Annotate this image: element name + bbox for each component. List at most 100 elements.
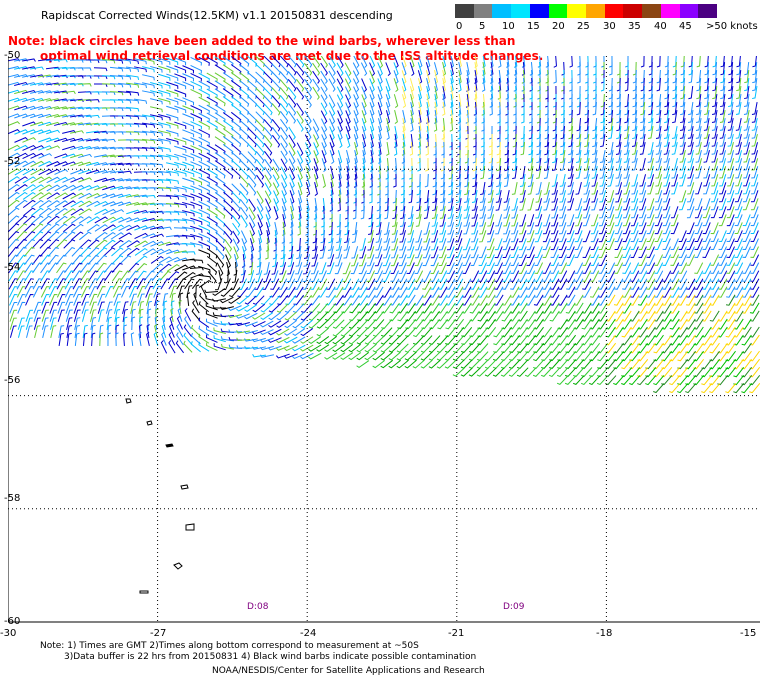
wind-barb bbox=[709, 310, 720, 322]
wind-barb bbox=[670, 254, 680, 266]
wind-barb bbox=[407, 246, 415, 259]
wind-barb bbox=[73, 301, 81, 314]
wind-barb bbox=[549, 310, 560, 322]
wind-barb bbox=[253, 286, 264, 298]
wind-barb bbox=[688, 69, 694, 84]
wind-barb bbox=[157, 203, 172, 208]
wind-barb bbox=[639, 190, 647, 203]
wind-barb bbox=[616, 133, 622, 148]
wind-barb bbox=[687, 158, 694, 171]
wind-barb bbox=[117, 82, 132, 88]
wind-barb bbox=[470, 246, 479, 259]
wind-barb bbox=[701, 302, 712, 314]
wind-barb bbox=[8, 199, 20, 208]
wind-barb bbox=[214, 168, 226, 179]
wind-barb bbox=[654, 270, 664, 282]
wind-barb bbox=[696, 69, 702, 84]
wind-barb bbox=[384, 205, 390, 220]
wind-barb bbox=[298, 206, 302, 220]
wind-barb bbox=[236, 330, 251, 334]
wind-barb bbox=[575, 166, 582, 179]
wind-barb bbox=[95, 247, 108, 257]
wind-barb bbox=[622, 222, 631, 235]
wind-barb bbox=[413, 319, 425, 330]
wind-barb bbox=[432, 173, 437, 188]
wind-barb bbox=[176, 324, 184, 338]
wind-barb bbox=[544, 141, 550, 156]
wind-barb bbox=[495, 214, 503, 227]
wind-barb bbox=[420, 359, 433, 369]
wind-barb bbox=[80, 286, 90, 298]
wind-barb bbox=[630, 278, 640, 290]
wind-barb bbox=[567, 158, 574, 171]
wind-barb bbox=[494, 262, 503, 274]
wind-barb bbox=[615, 190, 623, 203]
wind-barb bbox=[138, 301, 145, 314]
wind-barb bbox=[312, 56, 321, 68]
wind-barb bbox=[72, 270, 83, 282]
wind-barb bbox=[98, 309, 105, 322]
wind-barb bbox=[664, 101, 670, 116]
wind-barb bbox=[101, 146, 116, 151]
wind-barb bbox=[377, 157, 382, 172]
wind-barb bbox=[63, 231, 76, 241]
wind-barb bbox=[153, 332, 159, 346]
wind-barb bbox=[663, 126, 670, 139]
wind-barb bbox=[149, 154, 164, 160]
wind-barb bbox=[157, 226, 172, 230]
wind-barb bbox=[38, 207, 52, 217]
wind-barb bbox=[664, 93, 670, 108]
wind-barb bbox=[215, 247, 225, 260]
wind-barb bbox=[485, 286, 496, 298]
wind-barb bbox=[230, 103, 242, 115]
wind-barb bbox=[662, 230, 671, 243]
wind-barb bbox=[446, 278, 456, 290]
wind-barb bbox=[551, 222, 559, 235]
wind-barb bbox=[752, 77, 758, 92]
wind-barb bbox=[304, 110, 312, 124]
wind-barb bbox=[703, 150, 710, 163]
wind-barb bbox=[311, 254, 319, 267]
wind-barb bbox=[553, 69, 557, 84]
wind-barb bbox=[519, 182, 526, 195]
wind-barb bbox=[79, 231, 92, 241]
wind-barb bbox=[369, 62, 376, 76]
wind-barb bbox=[718, 278, 728, 290]
wind-barb bbox=[97, 301, 105, 314]
wind-barb bbox=[337, 150, 343, 164]
wind-barb bbox=[310, 270, 319, 283]
wind-barb bbox=[447, 206, 454, 219]
wind-barb bbox=[605, 367, 617, 378]
wind-barb bbox=[622, 230, 631, 243]
wind-barb bbox=[466, 77, 470, 92]
wind-barb bbox=[205, 310, 218, 319]
wind-barb bbox=[284, 319, 298, 329]
wind-barb bbox=[48, 262, 59, 274]
wind-barb bbox=[141, 122, 156, 128]
wind-barb bbox=[93, 138, 108, 143]
wind-barb bbox=[632, 117, 638, 132]
wind-barb bbox=[284, 353, 298, 359]
wind-barb bbox=[46, 137, 60, 143]
wind-barb bbox=[49, 301, 58, 314]
wind-barb bbox=[543, 182, 550, 195]
wind-barb bbox=[271, 262, 278, 275]
wind-barb bbox=[158, 114, 171, 121]
wind-barb bbox=[472, 157, 477, 172]
wind-barb bbox=[33, 309, 41, 322]
wind-barb bbox=[646, 286, 656, 298]
wind-barb bbox=[743, 174, 751, 187]
wind-barb bbox=[23, 223, 36, 233]
wind-barb bbox=[249, 230, 255, 244]
wind-barb bbox=[679, 142, 686, 155]
wind-barb bbox=[439, 222, 447, 235]
wind-barb bbox=[656, 69, 661, 84]
wind-barb bbox=[295, 62, 305, 76]
wind-barb bbox=[654, 286, 664, 298]
wind-barb bbox=[361, 78, 368, 92]
wind-barb bbox=[744, 85, 750, 100]
wind-barb bbox=[598, 230, 607, 243]
wind-barb bbox=[558, 246, 567, 259]
wind-barb bbox=[560, 149, 566, 164]
wind-barb bbox=[458, 78, 462, 92]
